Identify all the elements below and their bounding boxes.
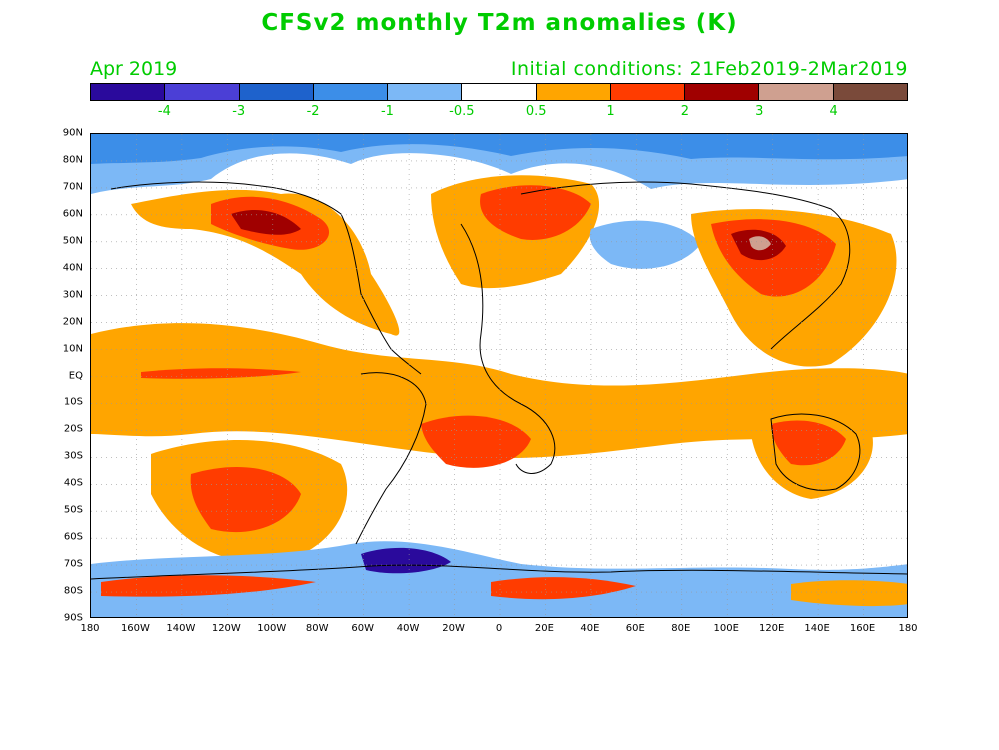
colorbar-segment [91,84,166,100]
map-svg [91,134,907,617]
longitude-label: 140W [166,623,196,634]
longitude-label: 40E [580,623,600,634]
longitude-label: 20W [442,623,465,634]
colorbar-segment [759,84,834,100]
latitude-label: 70S [63,558,83,570]
colorbar [90,83,908,101]
longitude-label: 60E [625,623,645,634]
colorbar-tick-label: 1 [606,104,615,119]
colorbar-segment [313,84,389,100]
na-warm-region [131,189,400,336]
antarctic-warm-west [101,575,316,597]
asia-coast [520,181,851,350]
arctic-cold-core [91,134,907,164]
colorbar-segment [165,84,240,100]
equatorial-warm-streak [141,368,301,379]
longitude-label: 100W [257,623,287,634]
latitude-label: 90N [62,127,83,139]
longitude-label: 180 [80,623,100,634]
latitude-label: 10S [63,396,83,408]
longitude-label: 20E [534,623,554,634]
longitude-label: 140E [804,623,830,634]
na-hot-core [231,209,301,235]
longitude-label: 80W [305,623,329,634]
antarctic-warm-east [491,577,636,600]
latitude-label: 40S [63,477,83,489]
longitude-label: 0 [495,623,503,634]
antarctic-cold [91,541,907,617]
latitude-label: 20N [62,316,83,328]
colorbar-tick-label: -1 [380,104,394,119]
longitude-label: 120W [211,623,241,634]
longitude-label: 160W [120,623,150,634]
colorbar-tick-label: -0.5 [449,104,475,119]
latitude-label: 40N [62,262,83,274]
antarctica-coast [91,564,907,580]
latitude-label: 80S [63,585,83,597]
latitude-label: 30N [62,289,83,301]
europe-warm-core [480,185,591,240]
colorbar-segment [833,84,907,100]
latitude-label: 80N [62,154,83,166]
east-asia-extreme-core [749,236,771,251]
latitude-label: 10N [62,343,83,355]
colorbar-tick-label: 0.5 [525,104,547,119]
tropical-warm-band [91,323,907,459]
colorbar-tick-label: 2 [680,104,690,119]
australia-warm-core [771,420,846,466]
latitude-label: 60N [62,208,83,220]
colorbar-tick-label: 4 [829,104,838,119]
colorbar-tick-label: -4 [157,104,171,119]
longitude-label: 160E [849,623,876,634]
south-pacific-warm-core [190,466,301,533]
south-america-coast [355,372,427,545]
chart-title: CFSv2 monthly T2m anomalies (K) [261,10,738,36]
australia-coast [770,413,861,491]
north-america-coast [110,181,422,375]
longitude-label: 100E [713,623,739,634]
latitude-label: 50N [62,235,83,247]
latitude-label: 70N [62,181,83,193]
colorbar-labels: -4 -3 -2 -1 -0.5 0.5 1 2 3 4 [90,104,908,120]
anomaly-map [90,133,908,618]
africa-europe-coast [460,223,556,474]
colorbar-tick-label: 3 [755,104,764,119]
anomaly-fields [91,134,907,617]
latitude-label: 50S [63,504,83,516]
longitude-label: 40W [396,623,420,634]
south-atlantic-warm [421,415,531,468]
colorbar-tick-label: -2 [306,104,320,119]
colorbar-tick-label: -3 [232,104,246,119]
latitude-label: 20S [63,423,83,435]
longitude-label: 120E [758,623,785,634]
longitude-label: 180 [898,623,918,634]
colorbar-segment [462,84,537,100]
latitude-label: 90S [63,612,83,624]
latitude-label: 30S [63,450,83,462]
coastlines [91,181,907,580]
asia-cool-region [589,220,701,269]
longitude-label: 60W [351,623,374,634]
longitude-label: 80E [671,623,691,634]
latitude-label: EQ [68,370,83,381]
colorbar-segment [536,84,611,100]
colorbar-segment [610,84,686,100]
antarctic-cold-core [361,547,451,574]
colorbar-segment [685,84,760,100]
valid-month-label: Apr 2019 [90,58,178,80]
initial-conditions-label: Initial conditions: 21Feb2019-2Mar2019 [510,58,908,80]
lat-lon-grid [91,134,907,617]
latitude-label: 60S [63,531,83,543]
colorbar-segment [388,84,463,100]
antarctic-warm-far-east [791,580,907,607]
colorbar-segment [239,84,314,100]
